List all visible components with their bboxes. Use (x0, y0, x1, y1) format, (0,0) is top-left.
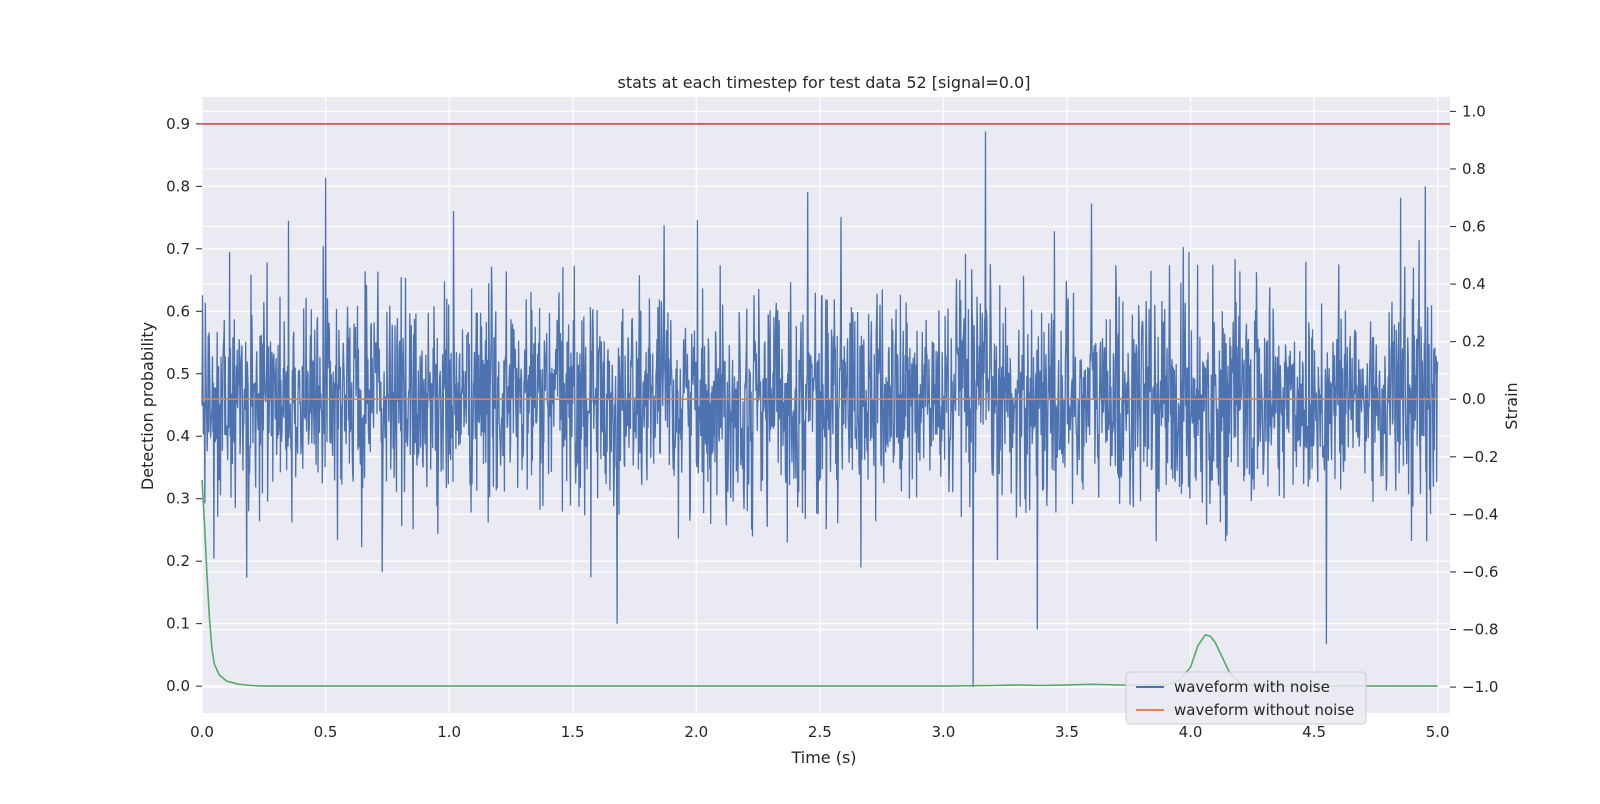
y-left-tick-label-1: 0.1 (166, 615, 190, 633)
x-axis-ticks: 0.0 0.5 1.0 1.5 2.0 2.5 3.0 3.5 4.0 4.5 5.0 (190, 723, 1450, 741)
y-left-tick-label-9: 0.9 (166, 115, 190, 133)
x-tick-label-9: 4.5 (1302, 723, 1326, 741)
y-left-tick-label-0: 0.0 (166, 677, 190, 695)
y-axis-label-left: Detection probability (138, 322, 157, 490)
x-axis-label: Time (s) (790, 748, 856, 767)
legend-label-clean: waveform without noise (1174, 701, 1354, 719)
legend: waveform with noise waveform without noi… (1125, 671, 1367, 725)
x-tick-label-6: 3.0 (931, 723, 955, 741)
y-left-tick-label-2: 0.2 (166, 552, 190, 570)
legend-label-noise: waveform with noise (1174, 678, 1330, 696)
y-right-tick-label-1: −0.8 (1462, 621, 1498, 639)
y-right-tick-label-10: 1.0 (1462, 102, 1486, 120)
y-right-tick-label-8: 0.6 (1462, 218, 1486, 236)
y-right-tick-label-4: −0.2 (1462, 448, 1498, 466)
y-left-axis-ticks: 0.0 0.1 0.2 0.3 0.4 0.5 0.6 0.7 0.8 0.9 (166, 115, 202, 695)
x-tick-label-2: 1.0 (437, 723, 461, 741)
x-tick-label-7: 3.5 (1055, 723, 1079, 741)
y-left-tick-label-6: 0.6 (166, 302, 190, 320)
series-line-waveform-with-noise (201, 131, 1439, 688)
series-layer (201, 123, 1450, 688)
y-right-tick-label-3: −0.4 (1462, 505, 1498, 523)
x-tick-label-3: 1.5 (561, 723, 585, 741)
y-left-tick-label-3: 0.3 (166, 490, 190, 508)
y-axis-label-right: Strain (1502, 382, 1521, 429)
x-tick-label-5: 2.5 (808, 723, 832, 741)
x-tick-label-4: 2.0 (684, 723, 708, 741)
y-right-tick-label-6: 0.2 (1462, 333, 1486, 351)
x-tick-label-10: 5.0 (1426, 723, 1450, 741)
y-left-tick-label-5: 0.5 (166, 365, 190, 383)
x-tick-label-1: 0.5 (314, 723, 338, 741)
chart-title: stats at each timestep for test data 52 … (618, 73, 1031, 92)
y-right-tick-label-9: 0.8 (1462, 160, 1486, 178)
y-right-tick-label-0: −1.0 (1462, 678, 1498, 696)
series-line-2 (201, 479, 1438, 687)
x-tick-label-8: 4.0 (1179, 723, 1203, 741)
legend-box (1125, 671, 1367, 725)
y-left-tick-label-4: 0.4 (166, 427, 190, 445)
x-tick-label-0: 0.0 (190, 723, 214, 741)
y-left-tick-label-7: 0.7 (166, 240, 190, 258)
y-right-tick-label-5: 0.0 (1462, 390, 1486, 408)
y-right-tick-label-7: 0.4 (1462, 275, 1486, 293)
y-right-axis-ticks: −1.0 −0.8 −0.6 −0.4 −0.2 0.0 0.2 0.4 0.6 0.8 1.0 (1450, 102, 1498, 696)
y-right-tick-label-2: −0.6 (1462, 563, 1498, 581)
y-left-tick-label-8: 0.8 (166, 177, 190, 195)
